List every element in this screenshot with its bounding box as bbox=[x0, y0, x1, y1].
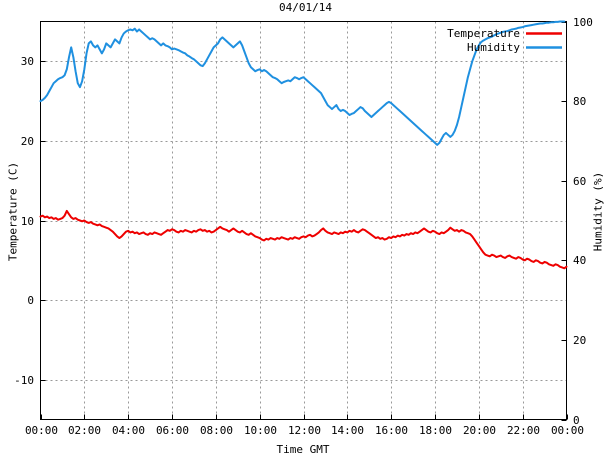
gridlines bbox=[40, 21, 567, 420]
x-tick-label: 12:00 bbox=[287, 424, 322, 437]
series-line-temperature bbox=[39, 209, 568, 270]
legend-swatches bbox=[526, 32, 562, 49]
y-tick-label-left: 0 bbox=[27, 293, 34, 307]
x-tick-label: 16:00 bbox=[374, 424, 409, 437]
x-tick-label: 20:00 bbox=[462, 424, 497, 437]
x-tick-label: 00:00 bbox=[550, 424, 585, 437]
x-tick-label: 04:00 bbox=[111, 424, 146, 437]
legend-label-humidity: Humidity bbox=[467, 41, 520, 54]
y-tick-label-right: 40 bbox=[573, 253, 587, 267]
x-tick-label: 14:00 bbox=[330, 424, 365, 437]
y-tick-label-right: 100 bbox=[573, 15, 593, 29]
x-tick-label: 02:00 bbox=[67, 424, 102, 437]
y-axis-label-left: Temperature (C) bbox=[6, 161, 20, 262]
axis-ticks bbox=[40, 22, 568, 421]
plot-frame bbox=[40, 21, 567, 420]
series-line-humidity bbox=[39, 20, 566, 146]
x-tick-label: 08:00 bbox=[199, 424, 234, 437]
x-tick-label: 22:00 bbox=[506, 424, 541, 437]
y-tick-label-left: -10 bbox=[14, 373, 34, 387]
x-axis-label: Time GMT bbox=[276, 443, 330, 456]
y-tick-label-right: 80 bbox=[573, 94, 587, 108]
y-axis-label-right: Humidity (%) bbox=[591, 171, 605, 252]
x-tick-label: 18:00 bbox=[418, 424, 453, 437]
x-tick-label: 10:00 bbox=[243, 424, 278, 437]
y-tick-label-left: 30 bbox=[20, 54, 34, 68]
y-tick-label-left: 20 bbox=[20, 134, 34, 148]
y-tick-label-left: 10 bbox=[20, 214, 34, 228]
legend-label-temperature: Temperature bbox=[447, 27, 520, 40]
y-tick-label-right: 0 bbox=[573, 413, 580, 427]
x-tick-label: 00:00 bbox=[24, 424, 59, 437]
chart-title: 04/01/14 bbox=[279, 1, 332, 14]
data-series bbox=[39, 20, 568, 270]
y-tick-label-right: 60 bbox=[573, 174, 587, 188]
y-tick-label-right: 20 bbox=[573, 333, 587, 347]
x-tick-label: 06:00 bbox=[155, 424, 190, 437]
